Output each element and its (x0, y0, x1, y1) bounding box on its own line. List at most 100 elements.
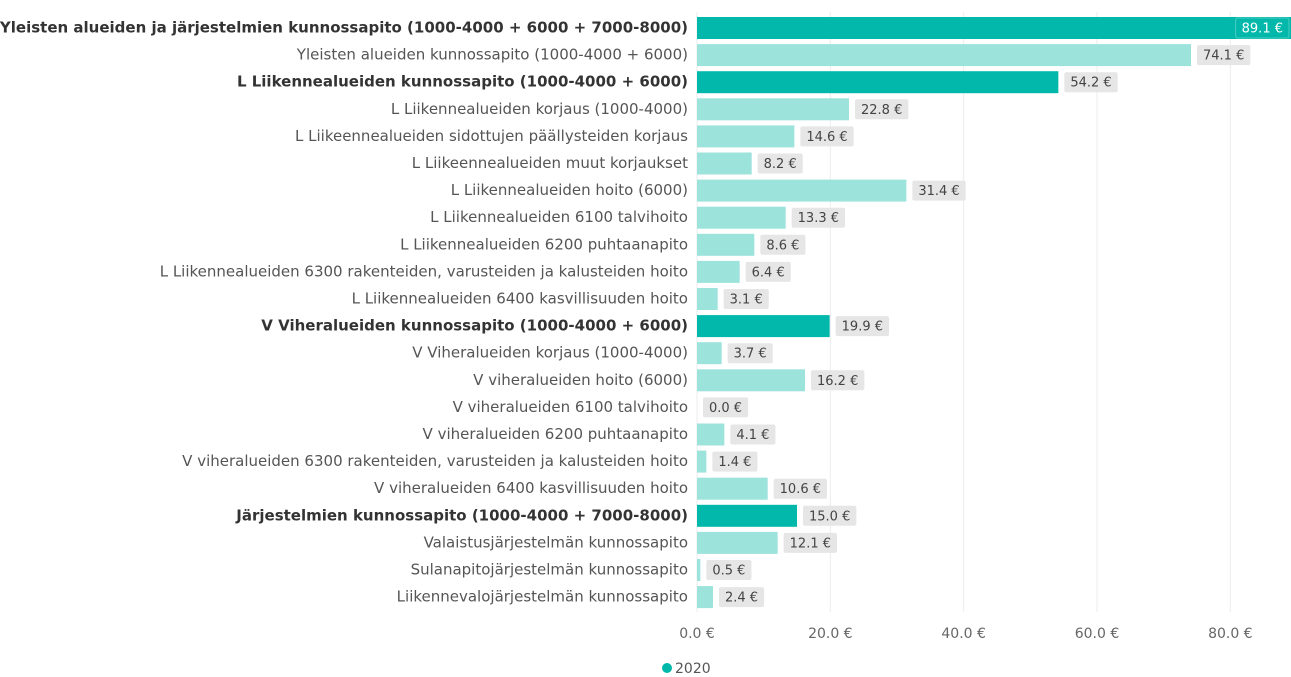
value-label-box (703, 397, 749, 418)
value-label-box (800, 126, 854, 147)
x-tick-label: 0.0 € (679, 626, 715, 642)
value-label-group: 0.0 € (703, 397, 749, 418)
value-label: 15.0 € (809, 509, 850, 524)
value-label-box (803, 505, 857, 526)
bar (697, 369, 805, 392)
bar (697, 450, 707, 473)
bar (697, 586, 713, 609)
value-label: 6.4 € (752, 265, 785, 280)
value-label-group: 89.1 € (1235, 17, 1290, 39)
category-label: V Viheralueiden korjaus (1000-4000) (412, 344, 688, 362)
category-label: Sulanapitojärjestelmän kunnossapito (411, 561, 688, 579)
value-label-box (1197, 45, 1251, 66)
value-label-group: 16.2 € (811, 370, 865, 391)
value-label: 4.1 € (736, 428, 769, 443)
x-tick-label: 80.0 € (1208, 626, 1253, 642)
bar (697, 504, 797, 527)
value-label-box (783, 532, 838, 553)
value-label: 74.1 € (1203, 49, 1244, 64)
legend-label: 2020 (675, 661, 711, 677)
value-label-group: 2.4 € (719, 587, 765, 608)
value-label-box (745, 261, 791, 282)
bar (697, 44, 1191, 67)
value-label-box (727, 343, 773, 364)
category-label: V viheralueiden hoito (6000) (473, 371, 688, 389)
value-label: 54.2 € (1070, 76, 1111, 91)
value-label-box (1235, 17, 1290, 39)
value-label: 8.6 € (766, 238, 799, 253)
bar (697, 71, 1059, 94)
category-label: L Liikennealueiden hoito (6000) (451, 181, 688, 199)
category-label: L Liikennealueiden korjaus (1000-4000) (391, 100, 688, 118)
value-label: 10.6 € (780, 482, 821, 497)
category-label: V viheralueiden 6400 kasvillisuuden hoit… (374, 479, 688, 497)
x-tick-label: 60.0 € (1075, 626, 1120, 642)
value-label: 1.4 € (718, 455, 751, 470)
value-label-box (912, 180, 966, 201)
value-label: 2.4 € (725, 591, 758, 606)
value-label-group: 54.2 € (1064, 72, 1118, 93)
bar (697, 477, 768, 500)
value-label: 31.4 € (918, 184, 959, 199)
value-label-group: 14.6 € (800, 126, 854, 147)
category-label: Järjestelmien kunnossapito (1000-4000 + … (235, 506, 688, 524)
value-label-group: 22.8 € (855, 99, 909, 120)
value-label-box (719, 587, 765, 608)
bar (697, 423, 725, 446)
bar (697, 179, 907, 202)
bar (697, 342, 722, 365)
value-label-group: 10.6 € (773, 478, 828, 499)
value-label-group: 15.0 € (803, 505, 857, 526)
category-label: L Liikeennealueiden muut korjaukset (412, 154, 688, 172)
category-label: Liikennevalojärjestelmän kunnossapito (397, 588, 688, 606)
category-label: Yleisten alueiden ja järjestelmien kunno… (0, 19, 688, 37)
value-label-box (723, 289, 769, 309)
category-label: L Liikeennealueiden sidottujen päällyste… (295, 127, 688, 145)
value-label: 3.1 € (730, 293, 763, 308)
value-label: 12.1 € (790, 536, 831, 551)
value-label-box (730, 424, 776, 445)
value-label-group: 4.1 € (730, 424, 776, 445)
value-label: 13.3 € (798, 211, 839, 226)
value-label: 8.2 € (764, 157, 797, 172)
category-label: L Liikennealueiden 6300 rakenteiden, var… (160, 262, 688, 280)
category-label: V Viheralueiden kunnossapito (1000-4000 … (261, 317, 688, 335)
value-label-group: 3.1 € (723, 289, 769, 309)
category-label: L Liikennealueiden 6200 puhtaanapito (400, 235, 688, 253)
value-label-group: 31.4 € (912, 180, 966, 201)
value-label-group: 12.1 € (783, 532, 838, 553)
category-label: L Liikennealueiden kunnossapito (1000-40… (237, 73, 688, 91)
value-label-box (835, 316, 890, 337)
category-label: Valaistusjärjestelmän kunnossapito (424, 533, 688, 551)
value-label-group: 19.9 € (835, 316, 890, 337)
value-label: 19.9 € (842, 320, 883, 335)
value-label-box (855, 99, 909, 120)
value-label-group: 6.4 € (745, 261, 791, 282)
bar (697, 152, 752, 175)
value-label: 3.7 € (734, 347, 767, 362)
value-label-box (791, 207, 846, 228)
bar (697, 559, 701, 581)
value-label-group: 1.4 € (712, 451, 758, 472)
bar (697, 233, 755, 256)
value-label: 14.6 € (806, 130, 847, 145)
bar (697, 531, 778, 554)
legend-marker (662, 663, 672, 673)
value-label-group: 8.2 € (757, 153, 803, 174)
category-label: L Liikennealueiden 6100 talvihoito (430, 208, 688, 226)
value-label-box (1064, 72, 1118, 93)
bar (697, 260, 740, 283)
value-label-box (706, 560, 752, 580)
value-label-box (760, 234, 806, 255)
bar (697, 125, 795, 148)
bar (697, 206, 786, 229)
bar (697, 315, 830, 338)
x-tick-label: 40.0 € (941, 626, 986, 642)
value-label: 16.2 € (817, 374, 858, 389)
value-label-group: 74.1 € (1197, 45, 1251, 66)
value-label: 0.0 € (709, 401, 742, 416)
value-label-box (712, 451, 758, 472)
category-label: Yleisten alueiden kunnossapito (1000-400… (296, 46, 688, 64)
